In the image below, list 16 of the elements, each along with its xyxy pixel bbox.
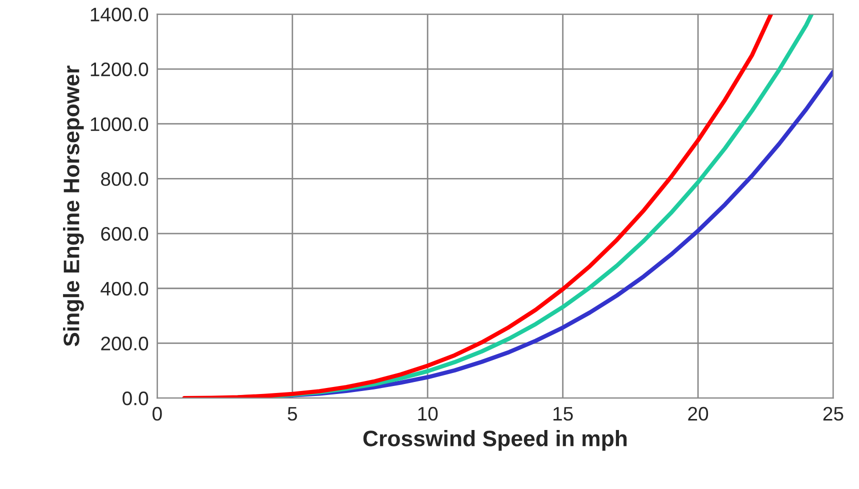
y-tick-label: 1000.0 bbox=[90, 117, 148, 132]
x-tick-label: 20 bbox=[688, 406, 708, 421]
x-tick-label: 15 bbox=[553, 407, 573, 421]
x-tick-label: 25 bbox=[823, 406, 844, 421]
y-tick-label: 800.0 bbox=[101, 172, 148, 186]
x-tick-label: 10 bbox=[418, 406, 438, 421]
y-tick-label: 0.0 bbox=[122, 392, 148, 406]
x-axis-title: Crosswind Speed in mph bbox=[363, 430, 627, 451]
y-axis-title: Single Engine Horsepower bbox=[63, 66, 84, 346]
y-tick-label: 1200.0 bbox=[90, 62, 148, 76]
x-tick-label: 0 bbox=[152, 406, 162, 421]
x-tick-label: 5 bbox=[288, 407, 297, 421]
y-tick-label: 600.0 bbox=[101, 227, 148, 241]
y-tick-label: 200.0 bbox=[101, 336, 148, 350]
y-tick-label: 1400.0 bbox=[90, 8, 148, 22]
y-tick-label: 400.0 bbox=[100, 282, 148, 296]
